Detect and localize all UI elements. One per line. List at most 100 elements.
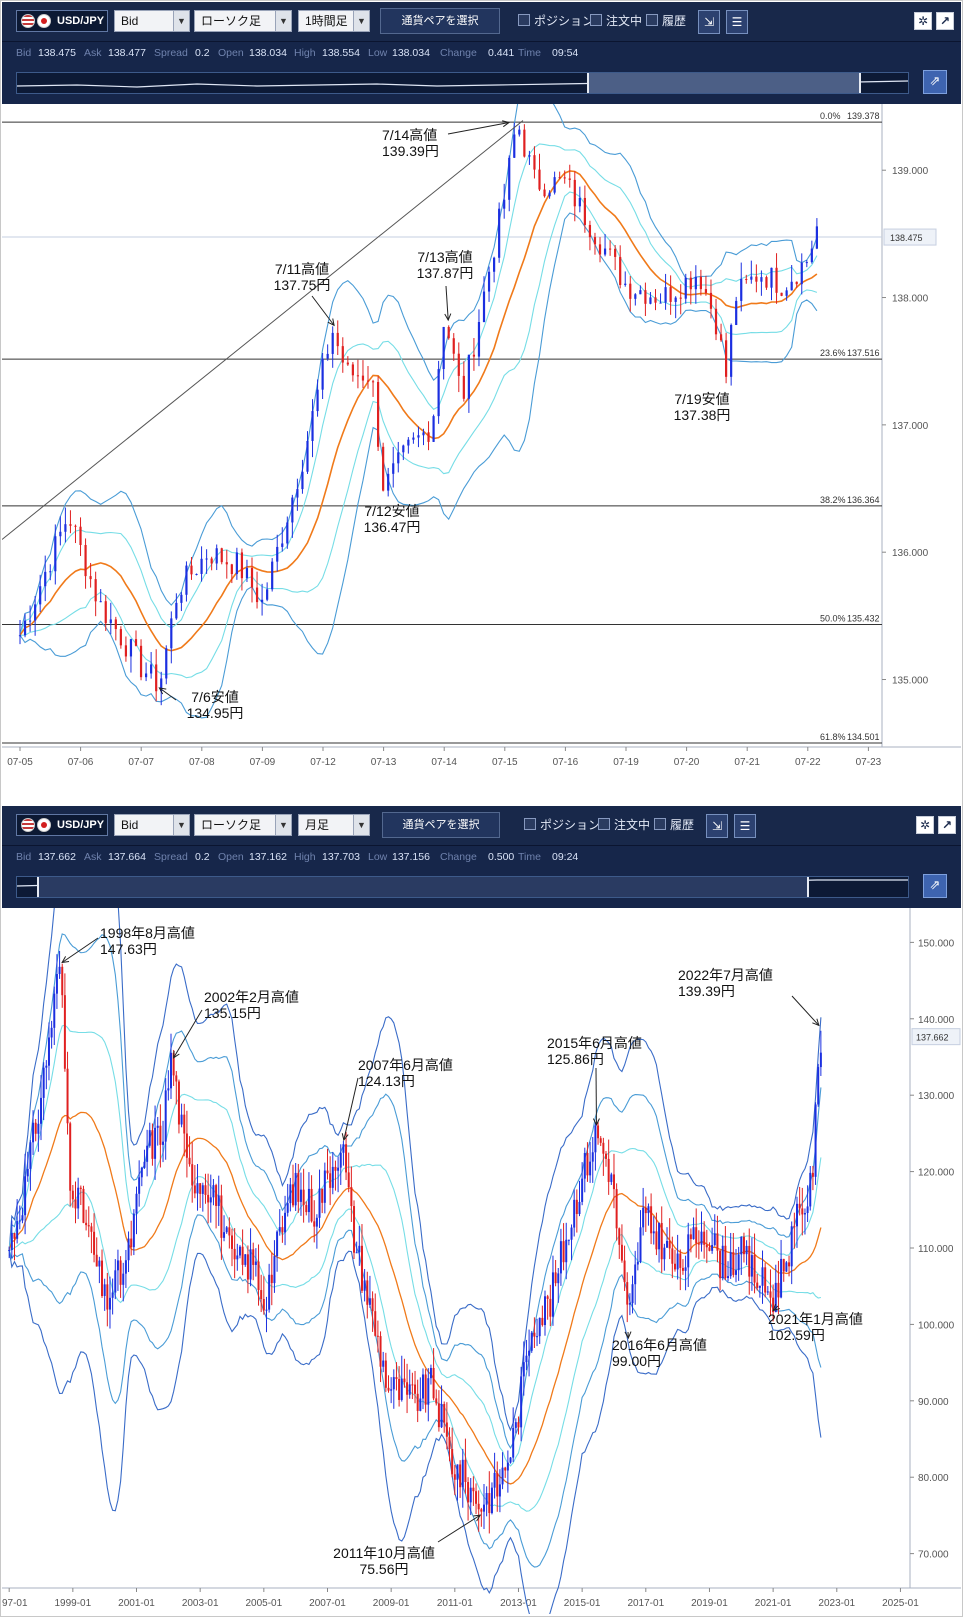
- plot-background: [2, 908, 961, 1614]
- candle-body: [462, 375, 465, 399]
- position-checkbox[interactable]: [524, 818, 536, 830]
- x-tick-label: 2017-01: [627, 1598, 664, 1609]
- candle-body: [785, 1262, 788, 1272]
- order-label: 注文中: [614, 818, 651, 832]
- candle-body: [276, 1231, 279, 1257]
- candle-body: [631, 1284, 634, 1304]
- candle-body: [588, 224, 592, 238]
- currency-pair-button[interactable]: USD/JPY: [16, 814, 108, 836]
- annotation-0713-high-arrow-line: [445, 285, 449, 321]
- candle-body: [356, 375, 360, 377]
- list-window-icon[interactable]: ☰: [734, 814, 756, 838]
- candle-body: [708, 1247, 711, 1251]
- candle-body: [69, 1123, 72, 1191]
- order-window-icon[interactable]: ⇲: [706, 814, 728, 838]
- hourly-candlestick-chart[interactable]: 139.000 138.000 137.000 136.000 135.000 07-05…: [1, 64, 961, 792]
- navigator-window-handle[interactable]: [37, 877, 809, 897]
- annotation-0711-high-arrow-line: [311, 295, 335, 326]
- candle-body: [101, 1260, 104, 1296]
- candle-body: [160, 678, 163, 692]
- x-tick-label: 07-07: [128, 757, 154, 768]
- price-type-select[interactable]: Bid ▼: [114, 814, 190, 836]
- candle-body: [387, 1387, 390, 1391]
- candle-body: [496, 1472, 499, 1497]
- candle-body: [805, 262, 808, 264]
- select-pair-button[interactable]: 通貨ペアを選択: [380, 8, 500, 34]
- annotation-2002-02-high-arrow-line: [173, 1009, 203, 1059]
- monthly-candlestick-chart[interactable]: 150.000 140.000 130.000 120.000 110.000 100.0…: [0, 828, 961, 1617]
- annotation-2007-06-high-arrow-line: [343, 1077, 359, 1141]
- spread-value: 0.2: [195, 851, 210, 863]
- candle-body: [788, 1262, 791, 1267]
- candle-body: [167, 1088, 170, 1091]
- candle-body: [659, 302, 662, 304]
- history-checkbox[interactable]: [646, 14, 658, 26]
- candle-body: [490, 1487, 493, 1514]
- time-label: Time: [518, 851, 541, 863]
- navigator-expand-icon[interactable]: ⇗: [923, 70, 947, 94]
- order-checkbox[interactable]: [598, 818, 610, 830]
- candle-body: [156, 1125, 159, 1128]
- popout-icon[interactable]: ↗: [936, 12, 954, 30]
- navigator-window-handle[interactable]: [587, 73, 861, 93]
- candle-body: [477, 1503, 480, 1510]
- candle-body: [276, 546, 279, 562]
- candle-body: [311, 411, 314, 441]
- low-value: 137.156: [392, 851, 430, 863]
- candle-body: [159, 1125, 162, 1145]
- open-label: Open: [218, 851, 244, 863]
- chart-type-select[interactable]: ローソク足 ▼: [194, 814, 292, 836]
- candle-body: [223, 1232, 226, 1238]
- timeframe-select[interactable]: 月足 ▼: [298, 814, 370, 836]
- candle-body: [44, 571, 47, 587]
- chart-type-select[interactable]: ローソク足 ▼: [194, 10, 292, 32]
- candle-body: [780, 1258, 783, 1298]
- candle-body: [71, 1190, 74, 1200]
- candle-body: [427, 1378, 430, 1405]
- candle-body: [475, 1491, 478, 1504]
- candle-body: [225, 562, 228, 565]
- x-tick-label: 2001-01: [118, 1598, 155, 1609]
- x-tick-label: 07-09: [250, 757, 276, 768]
- chart-toolbar: USD/JPY Bid ▼ ローソク足 ▼ 1時間足 ▼ 通貨ペアを選択 ポジシ…: [2, 2, 961, 42]
- order-checkbox[interactable]: [590, 14, 602, 26]
- navigator-expand-icon[interactable]: ⇗: [923, 874, 947, 898]
- candle-body: [185, 1133, 188, 1158]
- gear-icon[interactable]: ✲: [914, 12, 932, 30]
- candle-body: [457, 353, 460, 376]
- list-window-icon[interactable]: ☰: [726, 10, 748, 34]
- candle-body: [165, 648, 168, 679]
- navigator-track[interactable]: [16, 876, 909, 898]
- popout-icon[interactable]: ↗: [938, 816, 956, 834]
- annotation-0714-high-label-line2: 139.39円: [382, 143, 439, 159]
- position-checkbox[interactable]: [518, 14, 530, 26]
- us-flag-icon: [21, 14, 35, 28]
- candle-body: [761, 1267, 764, 1286]
- navigator-bar: ⇗: [2, 64, 961, 104]
- candle-body: [765, 277, 768, 288]
- order-window-icon[interactable]: ⇲: [698, 10, 720, 34]
- candle-body: [750, 276, 753, 280]
- navigator-track[interactable]: [16, 72, 909, 94]
- candle-body: [750, 1255, 753, 1277]
- candle-body: [26, 1168, 29, 1177]
- candle-body: [236, 1255, 239, 1260]
- monthly-chart-area: 150.000 140.000 130.000 120.000 110.000 100.0…: [0, 828, 961, 1617]
- candle-body: [205, 558, 208, 560]
- currency-pair-button[interactable]: USD/JPY: [16, 10, 108, 32]
- x-tick-label: 2021-01: [755, 1598, 792, 1609]
- candle-body: [195, 573, 198, 575]
- candle-body: [716, 1233, 719, 1251]
- price-info-bar: Bid 137.662 Ask 137.664 Spread 0.2 Open …: [2, 846, 961, 868]
- select-pair-button[interactable]: 通貨ペアを選択: [382, 812, 500, 838]
- spread-value: 0.2: [195, 47, 210, 59]
- candle-body: [74, 525, 77, 527]
- candle-body: [581, 1178, 584, 1202]
- x-tick-label: 2011-01: [437, 1598, 473, 1609]
- price-type-select[interactable]: Bid ▼: [114, 10, 190, 32]
- gear-icon[interactable]: ✲: [916, 816, 934, 834]
- timeframe-select[interactable]: 1時間足 ▼: [298, 10, 370, 32]
- position-label: ポジション: [534, 14, 595, 28]
- candle-body: [538, 1317, 541, 1337]
- history-checkbox[interactable]: [654, 818, 666, 830]
